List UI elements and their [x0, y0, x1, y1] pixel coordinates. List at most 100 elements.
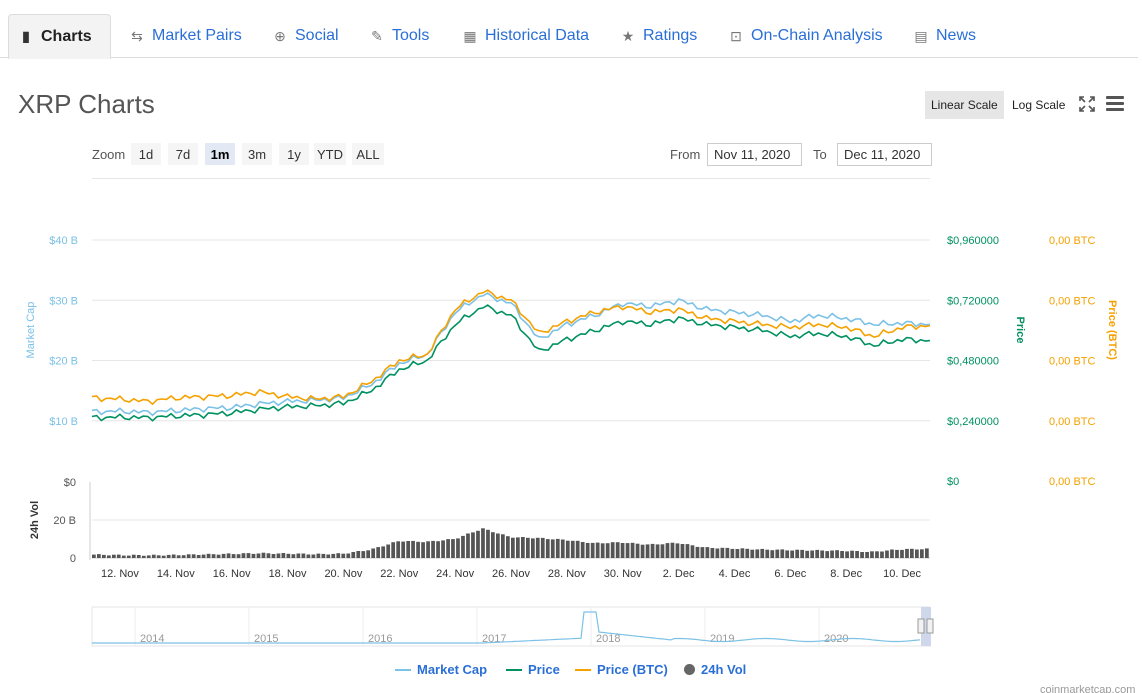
volume-bar — [770, 550, 775, 558]
left-axis-tick: $30 B — [49, 295, 78, 307]
volume-bar — [565, 540, 570, 558]
zoom-1d-button[interactable]: 1d — [131, 143, 161, 165]
volume-bar — [186, 554, 191, 558]
volume-bar — [910, 548, 914, 558]
zoom-all-button[interactable]: ALL — [352, 143, 384, 165]
volume-bar — [575, 540, 580, 558]
volume-bar — [112, 554, 116, 558]
price-axis-tick: $0 — [947, 476, 959, 488]
log-scale-button[interactable]: Log Scale — [1012, 98, 1066, 112]
tab-bar: ▮ Charts ⇆ Market Pairs ⊕ Social ✎ Tools… — [0, 0, 1138, 59]
legend-label: Price — [528, 662, 560, 677]
tab-label: Tools — [392, 27, 430, 44]
volume-bar — [491, 532, 495, 558]
btc-axis-tick: 0,00 BTC — [1049, 416, 1096, 428]
volume-bar — [136, 555, 141, 558]
navigator-year-label: 2015 — [254, 633, 278, 645]
volume-bar — [261, 552, 266, 558]
volume-bar — [171, 554, 176, 558]
volume-bar — [710, 548, 715, 558]
x-axis-tick: 30. Nov — [604, 568, 642, 580]
volume-bar — [291, 554, 296, 558]
volume-bar — [560, 539, 565, 558]
volume-bar — [176, 555, 181, 558]
zoom-1m-button[interactable]: 1m — [205, 143, 235, 165]
volume-bar — [680, 544, 685, 558]
x-axis-tick: 24. Nov — [436, 568, 474, 580]
volume-bar — [236, 554, 241, 558]
hamburger-menu-icon[interactable] — [1106, 96, 1124, 112]
volume-bar — [311, 554, 316, 558]
legend-price[interactable]: Price — [506, 662, 560, 677]
market-cap-line — [91, 292, 931, 417]
volume-bar — [496, 533, 500, 558]
volume-bar — [865, 552, 869, 558]
zoom-3m-button[interactable]: 3m — [242, 143, 272, 165]
volume-bar — [745, 548, 750, 558]
volume-bar — [92, 554, 96, 558]
tab-social[interactable]: ⊕ Social — [263, 14, 349, 58]
tab-charts[interactable]: ▮ Charts — [8, 14, 111, 59]
volume-bar — [885, 550, 889, 558]
zoom-7d-button[interactable]: 7d — [168, 143, 198, 165]
x-axis-tick: 8. Dec — [830, 568, 862, 580]
zoom-1y-button[interactable]: 1y — [279, 143, 309, 165]
zoom-label: Zoom — [92, 147, 126, 162]
volume-bar — [545, 539, 550, 558]
volume-bar — [905, 548, 909, 558]
volume-bar — [506, 536, 510, 558]
volume-bar — [800, 549, 805, 558]
volume-bar — [915, 549, 919, 558]
volume-axis-tick: 20 B — [53, 515, 76, 527]
volume-bar — [351, 552, 356, 558]
volume-bar — [97, 554, 101, 558]
price-axis-tick: $0,480000 — [947, 356, 999, 368]
volume-bar — [555, 538, 560, 558]
volume-bar — [720, 547, 725, 558]
volume-bar — [436, 541, 440, 558]
price-axis-tick: $0,960000 — [947, 235, 999, 247]
volume-bar — [331, 553, 336, 558]
star-icon: ★ — [621, 27, 635, 44]
price-axis-title: Price — [1014, 317, 1026, 344]
legend-24h-vol[interactable]: 24h Vol — [684, 662, 746, 677]
volume-bar — [451, 539, 455, 558]
to-date-input[interactable] — [837, 143, 932, 166]
from-date-input[interactable] — [707, 143, 802, 166]
zoom-ytd-button[interactable]: YTD — [314, 143, 346, 165]
volume-bar — [191, 554, 196, 558]
legend-swatch — [395, 668, 411, 671]
volume-bar — [461, 535, 465, 558]
navigator-line — [92, 611, 921, 644]
volume-bar — [231, 554, 236, 558]
tab-historical-data[interactable]: ▦ Historical Data — [453, 14, 599, 58]
volume-bar — [840, 551, 844, 558]
volume-bar — [750, 549, 755, 558]
globe-icon: ⊕ — [274, 27, 286, 44]
linear-scale-button[interactable]: Linear Scale — [925, 91, 1004, 119]
fullscreen-icon[interactable] — [1079, 96, 1095, 112]
volume-bar — [540, 537, 545, 558]
volume-bar — [700, 547, 705, 558]
volume-bar — [685, 544, 690, 558]
volume-bar — [830, 550, 834, 558]
btc-axis-tick: 0,00 BTC — [1049, 295, 1096, 307]
x-axis-tick: 16. Nov — [213, 568, 251, 580]
volume-bar — [446, 539, 450, 558]
volume-bar — [755, 549, 760, 558]
tab-news[interactable]: ▤ News — [904, 14, 986, 58]
volume-bar — [476, 530, 480, 558]
volume-bar — [650, 543, 655, 558]
tab-tools[interactable]: ✎ Tools — [360, 14, 439, 58]
legend-price-btc[interactable]: Price (BTC) — [575, 662, 668, 677]
legend-market-cap[interactable]: Market Cap — [395, 662, 487, 677]
tab-ratings[interactable]: ★ Ratings — [611, 14, 707, 58]
volume-bar — [396, 541, 401, 558]
volume-bar — [590, 542, 595, 558]
tab-market-pairs[interactable]: ⇆ Market Pairs — [120, 14, 252, 58]
volume-bar — [526, 537, 530, 558]
volume-bar — [246, 553, 251, 558]
x-axis-tick: 12. Nov — [101, 568, 139, 580]
x-axis-tick: 6. Dec — [774, 568, 806, 580]
tab-on-chain-analysis[interactable]: ⊡ On-Chain Analysis — [719, 14, 893, 58]
